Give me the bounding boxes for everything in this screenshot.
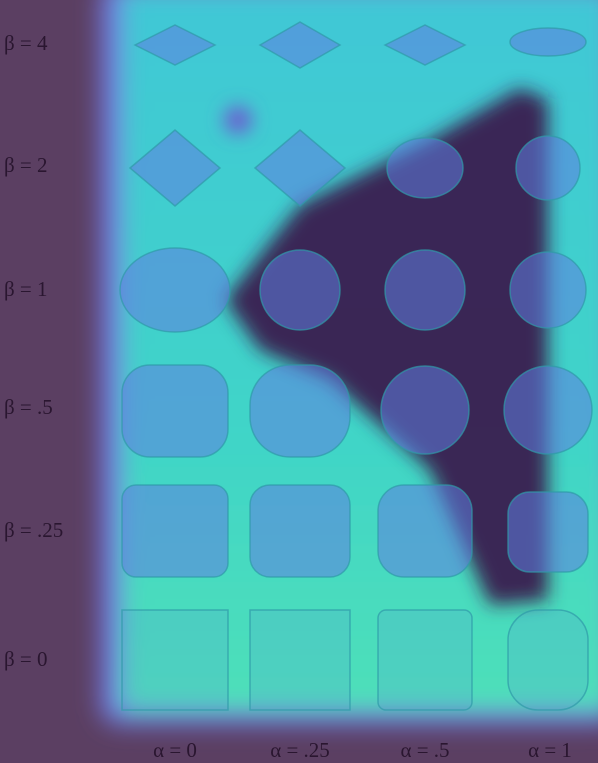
low-region xyxy=(224,88,548,605)
row-label: β = 1 xyxy=(4,277,48,301)
column-label: α = .25 xyxy=(270,738,330,762)
shapes xyxy=(119,21,593,711)
row-label: β = 2 xyxy=(4,153,48,177)
row-label: β = 0 xyxy=(4,647,48,671)
row-label: β = .5 xyxy=(4,395,53,419)
row-label: β = .25 xyxy=(4,518,63,542)
column-label: α = 1 xyxy=(528,738,572,762)
column-label: α = 0 xyxy=(153,738,197,762)
row-label: β = 4 xyxy=(4,31,48,55)
column-label: α = .5 xyxy=(400,738,449,762)
